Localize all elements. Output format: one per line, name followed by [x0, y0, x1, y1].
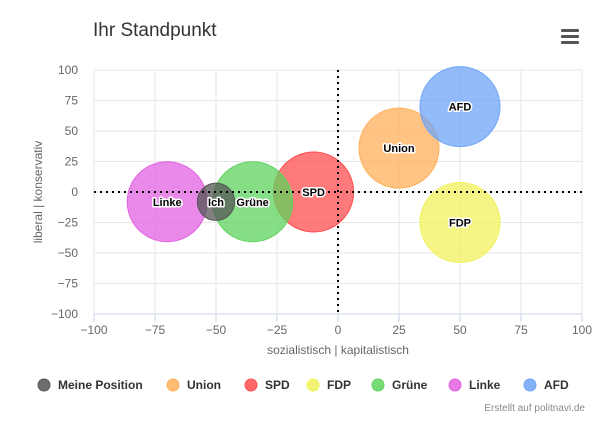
legend-item-union[interactable]: Union	[187, 378, 221, 392]
data-label: AFD	[449, 102, 472, 114]
legend-marker	[306, 378, 320, 392]
y-tick-label: 75	[65, 94, 79, 108]
chart-title: Ihr Standpunkt	[93, 20, 217, 41]
data-label: SPD	[302, 187, 325, 199]
data-label: FDP	[449, 218, 471, 230]
credits-link[interactable]: Erstellt auf politnavi.de	[484, 403, 585, 414]
legend-item-linke[interactable]: Linke	[469, 378, 501, 392]
x-axis-title: sozialistisch | kapitalistisch	[267, 343, 409, 357]
bubble-afd	[419, 66, 501, 148]
legend-item-spd[interactable]: SPD	[265, 378, 290, 392]
x-tick-label: 100	[572, 323, 592, 337]
bubble-ich	[196, 182, 236, 221]
data-label: Union	[383, 143, 414, 155]
legend-marker	[448, 378, 462, 392]
legend-item-grüne[interactable]: Grüne	[392, 378, 428, 392]
x-tick-label: −100	[80, 323, 107, 337]
bubble-fdp	[419, 182, 501, 263]
bubble-union	[358, 107, 440, 189]
x-tick-label: −75	[145, 323, 166, 337]
legend-item-fdp[interactable]: FDP	[327, 378, 351, 392]
legend-marker	[166, 378, 180, 392]
data-label: Grüne	[236, 197, 268, 209]
x-tick-label: 75	[514, 323, 528, 337]
legend-item-afd[interactable]: AFD	[544, 378, 569, 392]
data-label: Ich	[208, 197, 224, 209]
y-tick-label: 50	[65, 124, 79, 138]
x-tick-label: −50	[206, 323, 227, 337]
legend-marker	[244, 378, 258, 392]
hamburger-menu-icon[interactable]	[561, 29, 579, 44]
legend-marker	[371, 378, 385, 392]
y-tick-label: 25	[65, 155, 79, 169]
y-tick-label: −25	[58, 216, 79, 230]
y-tick-label: −100	[51, 307, 78, 321]
legend-item-ich[interactable]: Meine Position	[58, 378, 143, 392]
legend-marker	[37, 378, 51, 392]
legend-marker	[523, 378, 537, 392]
y-tick-label: 100	[58, 63, 78, 77]
x-tick-label: 50	[453, 323, 467, 337]
y-tick-label: −50	[58, 246, 79, 260]
x-tick-label: −25	[267, 323, 288, 337]
data-label: Linke	[153, 197, 182, 209]
y-axis-title: liberal | konservativ	[31, 141, 45, 244]
x-tick-label: 0	[335, 323, 342, 337]
x-tick-label: 25	[392, 323, 406, 337]
y-tick-label: 0	[71, 185, 78, 199]
y-tick-label: −75	[58, 277, 79, 291]
